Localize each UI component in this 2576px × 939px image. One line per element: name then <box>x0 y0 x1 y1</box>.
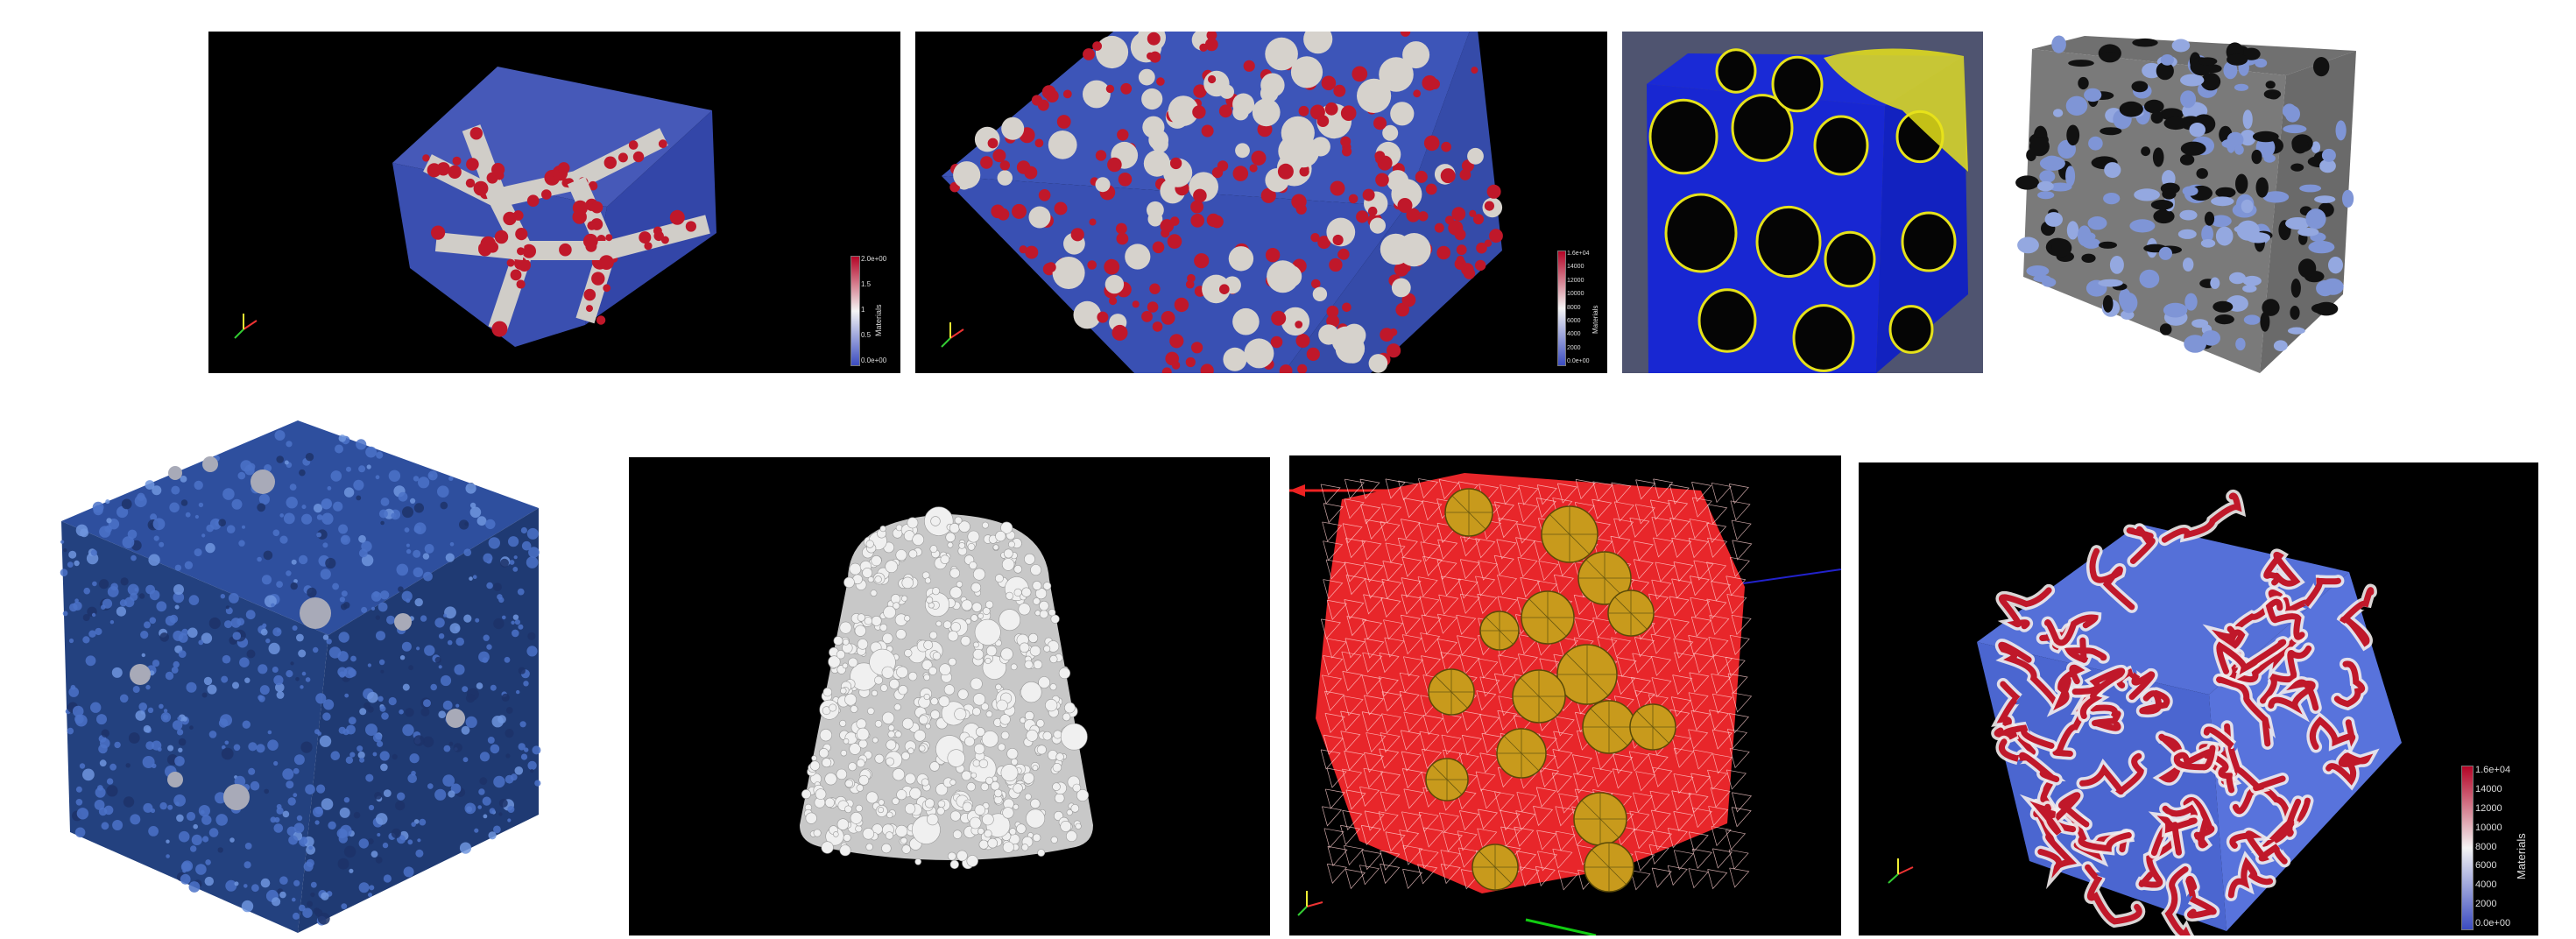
colorbar-p2: 1.6e+04 14000 12000 10000 8000 6000 4000 2000 0.… <box>1557 251 1606 370</box>
porous-pattern <box>2015 35 2354 353</box>
cube-particles-render <box>234 67 716 347</box>
colorbar-tick: 4000 <box>2475 879 2497 890</box>
axes-triad <box>1888 858 1914 884</box>
zoomed-cube-render <box>941 32 1503 373</box>
grey-cube-render <box>2015 35 2356 373</box>
colorbar-tick: 0.5 <box>861 331 872 339</box>
grain-boundary-network <box>422 124 710 337</box>
blue-cube-pores-render <box>1647 48 1968 373</box>
pores <box>1648 48 1968 372</box>
panel-zoomed-cube: 1.6e+04 14000 12000 10000 8000 6000 4000 2000 0.… <box>915 32 1607 373</box>
colorbar-tick: 0.0e+00 <box>1567 358 1590 364</box>
aggregate-particles <box>949 32 1503 373</box>
phase-veins <box>1991 489 2380 935</box>
colorbar-tick: 12000 <box>2475 803 2502 814</box>
colorbar-title: Materials <box>874 304 883 336</box>
colorbar-tick: 1.6e+04 <box>1567 251 1590 257</box>
colorbar-tick: 2.0e+00 <box>861 255 887 263</box>
colorbar-tick: 6000 <box>2475 860 2497 871</box>
colorbar-tick: 0.0e+00 <box>861 357 887 364</box>
phase-field-render <box>1888 489 2402 935</box>
colorbar-title: Materials <box>2515 833 2528 879</box>
colorbar-tick: 14000 <box>2475 784 2502 794</box>
colorbar-tick: 6000 <box>1567 318 1581 324</box>
tetra-mesh-render <box>1289 473 1841 935</box>
colorbar-tick: 8000 <box>2475 842 2497 852</box>
concrete-cube-render <box>60 420 541 933</box>
colorbar-tick: 4000 <box>1567 331 1581 337</box>
panel-grey-cube <box>1997 32 2365 373</box>
colorbar-tick: 14000 <box>1567 264 1584 270</box>
colorbar-title: Materials <box>1591 305 1599 334</box>
panel-concrete-cube <box>35 412 561 937</box>
panel-sphere-packing <box>629 457 1270 935</box>
colorbar-tick: 2000 <box>1567 345 1581 351</box>
colorbar-tick: 1.5 <box>861 280 872 288</box>
aggregate-particles <box>60 430 541 926</box>
panel-tetra-mesh <box>1289 455 1841 935</box>
panel-cube-particles: 2.0e+00 1.5 1 0.5 0.0e+00 Materials <box>208 32 900 373</box>
mesh-triangles <box>1320 478 1753 891</box>
colorbar-tick: 8000 <box>1567 305 1581 311</box>
colorbar-tick: 12000 <box>1567 278 1584 284</box>
axes-triad <box>234 314 258 339</box>
gold-spheres <box>1425 488 1676 893</box>
panel-blue-cube-pores <box>1622 32 1983 373</box>
colorbar-tick: 1 <box>861 306 865 314</box>
axes-triad <box>1297 891 1323 916</box>
colorbar-tick: 10000 <box>2475 823 2502 833</box>
colorbar-tick: 1.6e+04 <box>2475 765 2511 775</box>
colorbar-tick: 2000 <box>2475 899 2497 909</box>
colorbar-p1: 2.0e+00 1.5 1 0.5 0.0e+00 Materials <box>850 256 894 370</box>
packed-spheres <box>801 506 1089 870</box>
sphere-packing-render <box>800 506 1093 870</box>
colorbar-tick: 0.0e+00 <box>2475 918 2511 928</box>
panel-phase-field-cube: 1.6e+04 14000 12000 10000 8000 6000 4000 2000 0.… <box>1859 462 2538 935</box>
colorbar-tick: 10000 <box>1567 291 1584 297</box>
axes-triad <box>941 322 964 348</box>
colorbar-p8: 1.6e+04 14000 12000 10000 8000 6000 4000 2000 0.… <box>2461 766 2537 934</box>
